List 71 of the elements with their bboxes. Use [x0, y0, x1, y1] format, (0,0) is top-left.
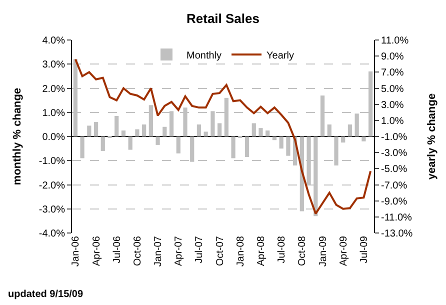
- bar: [176, 136, 180, 154]
- x-tick-label: Jul-08: [276, 236, 288, 264]
- bar: [80, 136, 84, 158]
- text: updated 9/15/09: [8, 289, 84, 300]
- y2-tick-label: -3.0%: [381, 148, 408, 160]
- bar: [196, 124, 202, 136]
- bar: [87, 126, 92, 136]
- bar: [354, 114, 359, 136]
- bar: [362, 136, 366, 142]
- y2-tick-label: 7.0%: [381, 68, 404, 79]
- x-tick-label: Apr-08: [256, 236, 267, 266]
- bar: [204, 132, 208, 136]
- bar: [156, 136, 160, 145]
- bar: [327, 124, 332, 136]
- legend-label: Yearly: [266, 50, 294, 62]
- x-tick-label: Apr-07: [174, 236, 185, 266]
- y-tick-label: 2.0%: [42, 84, 66, 95]
- x-tick-label: Oct-06: [132, 236, 144, 266]
- chart-title: Retail Sales: [186, 10, 260, 26]
- x-tick-label: Oct-08: [297, 236, 308, 266]
- y2-tick-label: -5.0%: [381, 164, 408, 176]
- bar: [114, 116, 119, 136]
- y-tick-label: -3.0%: [38, 204, 66, 216]
- bar: [94, 122, 98, 136]
- x-tick-label: Jan-07: [153, 236, 164, 267]
- y2-tick-label: -1.0%: [381, 132, 408, 143]
- bar: [272, 136, 277, 140]
- y2-tick-label: -9.0%: [381, 196, 408, 208]
- x-tick-label: Jan-06: [70, 236, 82, 267]
- y-tick-label: 0.0%: [42, 132, 66, 143]
- bar: [341, 136, 346, 143]
- y2-tick-label: -7.0%: [381, 180, 408, 192]
- y2-tick-label: -11.0%: [381, 212, 412, 224]
- y2-tick-label: 9.0%: [381, 52, 404, 63]
- y-tick-label: 4.0%: [42, 36, 66, 46]
- y-tick-label: -2.0%: [38, 180, 66, 192]
- bar: [128, 136, 132, 150]
- y-tick-label: 3.0%: [42, 60, 66, 71]
- bar: [266, 130, 270, 136]
- x-tick-label: Apr-09: [338, 236, 350, 266]
- y-tick-label: -1.0%: [38, 156, 66, 168]
- bar: [121, 130, 126, 136]
- x-tick-label: Oct-07: [214, 236, 226, 266]
- y-tick-label: -4.0%: [38, 228, 66, 240]
- y2-tick-label: 5.0%: [381, 84, 404, 95]
- bar: [135, 129, 140, 136]
- bar: [244, 136, 250, 158]
- x-tick-label: Jan-09: [318, 236, 329, 267]
- bar: [252, 123, 256, 136]
- y-tick-label: 1.0%: [42, 108, 66, 119]
- bar: [279, 136, 284, 149]
- x-tick-label: Jul-09: [358, 236, 370, 264]
- x-tick-label: Jul-07: [194, 236, 206, 264]
- y-axis-title: monthly % change: [12, 88, 24, 186]
- bar: [100, 136, 105, 151]
- y2-tick-label: 3.0%: [381, 100, 404, 111]
- x-tick-label: Jan-08: [235, 236, 246, 267]
- x-tick-label: Apr-06: [91, 236, 102, 266]
- y2-tick-label: 1.0%: [381, 116, 404, 127]
- y2-tick-label: 11.0%: [381, 36, 409, 46]
- y2-axis-title: yearly % change: [426, 93, 438, 180]
- x-tick-label: Jul-06: [112, 236, 123, 264]
- bar: [218, 123, 222, 136]
- bar: [258, 128, 263, 136]
- bar: [142, 124, 146, 136]
- y2-tick-label: -13.0%: [381, 228, 413, 240]
- legend-label: Monthly: [186, 50, 222, 62]
- bar: [286, 136, 290, 156]
- bar: [348, 124, 352, 136]
- bar: [162, 126, 167, 136]
- bar: [231, 136, 236, 158]
